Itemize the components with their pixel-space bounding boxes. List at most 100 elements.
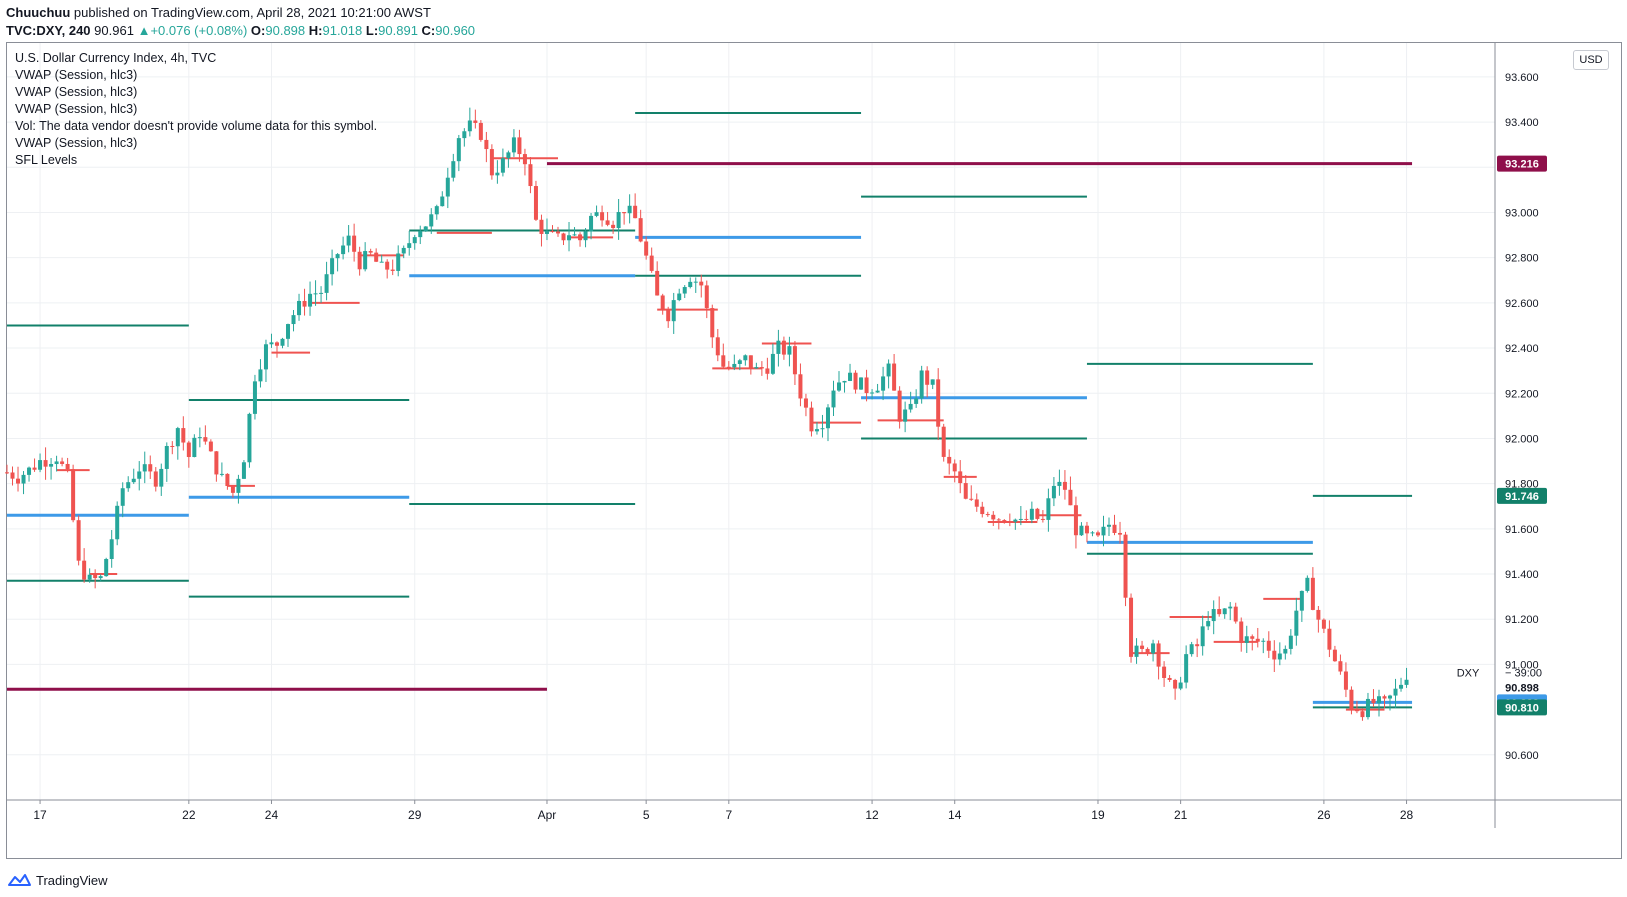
candle-body <box>853 372 858 390</box>
candle-body <box>666 310 671 322</box>
candle-body <box>1007 521 1012 523</box>
candle-body <box>302 300 307 307</box>
candle-body <box>842 380 847 383</box>
candle-body <box>120 488 125 506</box>
legend-item[interactable]: VWAP (Session, hlc3) <box>15 102 138 116</box>
candle-body <box>622 212 627 214</box>
x-tick-label: 21 <box>1174 808 1188 822</box>
candle-body <box>462 131 467 139</box>
candle-body <box>655 270 660 296</box>
candle-body <box>936 379 941 427</box>
candle-body <box>412 237 417 244</box>
candle-body <box>1129 597 1134 657</box>
candle-body <box>941 426 946 457</box>
candle-body <box>368 251 373 253</box>
candle-body <box>511 137 516 153</box>
candle-body <box>1018 518 1023 520</box>
candle-body <box>930 379 935 385</box>
candle-body <box>688 281 693 288</box>
y-tick-label: 91.200 <box>1505 614 1539 626</box>
candle-body <box>1371 698 1376 704</box>
candle-body <box>644 241 649 256</box>
last-price: 90.961 <box>94 23 134 38</box>
y-tick-label: 92.200 <box>1505 388 1539 400</box>
legend-item[interactable]: VWAP (Session, hlc3) <box>15 136 138 150</box>
candle-body <box>748 355 753 369</box>
candle-body <box>197 437 202 439</box>
candle-body <box>1079 525 1084 536</box>
candle-body <box>60 461 65 464</box>
candle-body <box>544 231 549 234</box>
tradingview-logo[interactable]: TradingView <box>6 872 108 888</box>
candle-body <box>1024 518 1029 520</box>
candle-body <box>925 370 930 385</box>
candle-body <box>181 428 186 443</box>
currency-badge[interactable]: USD <box>1573 50 1609 70</box>
candle-body <box>109 539 114 559</box>
candle-body <box>506 152 511 159</box>
candle-body <box>98 576 103 579</box>
candle-body <box>859 377 864 390</box>
candle-body <box>473 120 478 123</box>
close-value: 90.960 <box>435 23 476 38</box>
candle-body <box>528 164 533 187</box>
y-tick-label: 92.600 <box>1505 298 1539 310</box>
publish-line: Chuuchuu published on TradingView.com, A… <box>6 4 475 22</box>
y-tick-label: 93.400 <box>1505 117 1539 129</box>
candle-body <box>572 234 577 236</box>
candle-body <box>313 293 318 295</box>
candle-body <box>770 353 775 374</box>
candle-body <box>352 235 357 252</box>
candle-body <box>1062 481 1067 490</box>
candle-body <box>974 499 979 507</box>
candle-body <box>478 122 483 140</box>
candle-body <box>1112 524 1117 533</box>
candle-body <box>980 506 985 515</box>
candle-body <box>385 261 390 270</box>
candle-body <box>1316 609 1321 620</box>
candle-body <box>1393 688 1398 696</box>
candle-body <box>142 464 147 472</box>
close-label: C: <box>421 23 436 38</box>
candle-body <box>1305 577 1310 591</box>
candle-body <box>704 285 709 309</box>
candle-body <box>1013 519 1018 522</box>
candle-body <box>1239 621 1244 643</box>
candle-body <box>1266 640 1271 651</box>
candle-body <box>241 462 246 479</box>
candle-body <box>1002 520 1007 522</box>
candle-body <box>324 274 329 293</box>
legend-item[interactable]: VWAP (Session, hlc3) <box>15 68 138 82</box>
candle-body <box>710 308 715 338</box>
y-tick-label: 91.400 <box>1505 569 1539 581</box>
legend-item[interactable]: VWAP (Session, hlc3) <box>15 85 138 99</box>
price-label: 90.898 <box>1505 682 1539 694</box>
legend-item[interactable]: SFL Levels <box>15 153 78 167</box>
chart-legend: U.S. Dollar Currency Index, 4h, TVC VWAP… <box>15 50 377 169</box>
candle-body <box>1327 628 1332 650</box>
candle-body <box>418 231 423 238</box>
price-axis[interactable]: 93.60093.40093.20093.00092.80092.60092.4… <box>1494 43 1539 828</box>
candle-body <box>445 177 450 197</box>
legend-item[interactable]: Vol: The data vendor doesn't provide vol… <box>15 119 378 133</box>
candle-body <box>522 154 527 165</box>
candle-body <box>170 445 175 447</box>
candle-body <box>341 245 346 255</box>
candle-body <box>567 235 572 241</box>
candle-body <box>49 464 54 467</box>
candle-body <box>1321 619 1326 629</box>
candle-body <box>732 363 737 368</box>
time-axis[interactable]: 17 22 24 29 Apr 5 7 12 14 19 21 26 28 <box>7 799 1621 822</box>
candle-body <box>1035 508 1040 519</box>
candle-body <box>159 468 164 487</box>
x-tick-label: 7 <box>725 808 732 822</box>
candle-body <box>1123 534 1128 598</box>
candle-body <box>38 460 43 470</box>
author-name[interactable]: Chuuchuu <box>6 5 71 20</box>
candle-body <box>32 467 37 470</box>
candle-body <box>991 514 996 520</box>
candle-body <box>225 473 230 486</box>
candle-body <box>1206 621 1211 627</box>
candle-body <box>1134 645 1139 657</box>
